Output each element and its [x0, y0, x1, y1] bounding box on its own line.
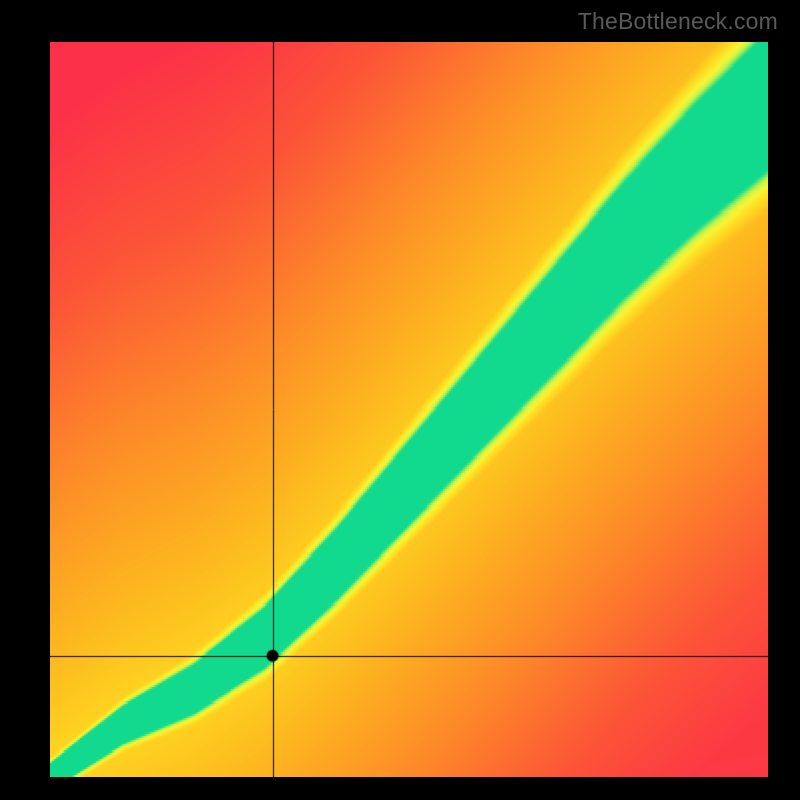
watermark-text: TheBottleneck.com — [578, 8, 778, 35]
crosshair-overlay — [50, 42, 768, 777]
chart-container: { "watermark": { "text": "TheBottleneck.… — [0, 0, 800, 800]
